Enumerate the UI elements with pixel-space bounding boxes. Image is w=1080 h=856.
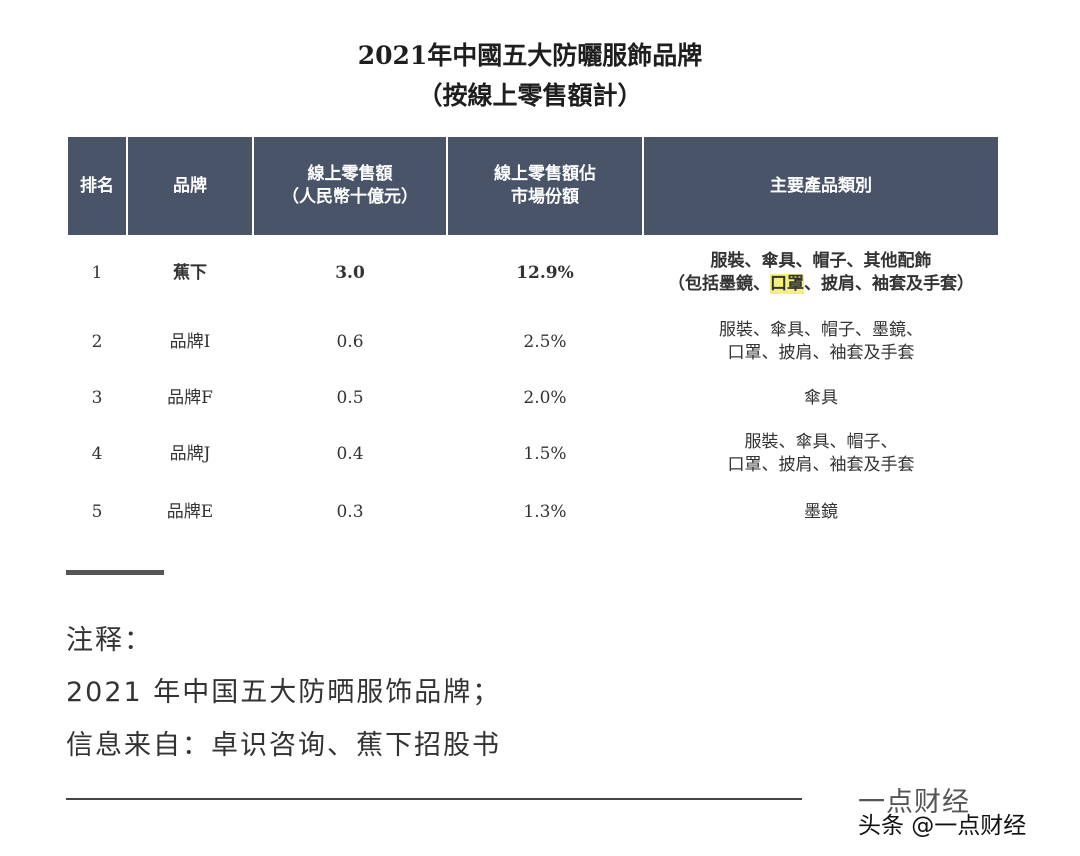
table-header-row: 排名 品牌 線上零售額 （人民幣十億元） 線上零售額佔 市場份額 主要產品類別 — [68, 137, 998, 235]
categories-line: 服裝、傘具、帽子、其他配飾 — [710, 251, 932, 271]
header-rank: 排名 — [68, 137, 126, 235]
categories-post: 、披肩、袖套及手套） — [804, 274, 974, 294]
rank-cell: 2 — [91, 331, 103, 352]
table-subtitle: （按線上零售額計） — [417, 81, 643, 110]
brand-cell: 品牌F — [167, 387, 213, 408]
table-row: 5 品牌E 0.3 1.3% 墨鏡 — [68, 489, 998, 535]
section-divider — [66, 570, 164, 575]
brand-cell: 蕉下 — [173, 262, 207, 283]
rank-cell: 5 — [91, 501, 103, 522]
brand-cell: 品牌J — [169, 443, 211, 464]
categories-cell: 服裝、傘具、帽子、 口罩、披肩、袖套及手套 — [727, 432, 915, 475]
sales-cell: 0.5 — [336, 387, 364, 408]
brand-ranking-table: 排名 品牌 線上零售額 （人民幣十億元） 線上零售額佔 市場份額 主要產品類別 … — [66, 137, 1000, 535]
sales-cell: 3.0 — [335, 262, 365, 283]
rank-cell: 3 — [91, 387, 103, 408]
notes-line: 2021 年中国五大防晒服饰品牌； — [66, 677, 502, 708]
highlighted-mask-text: 口罩 — [770, 274, 804, 294]
notes-source: 信息来自：卓识咨询、蕉下招股书 — [66, 730, 501, 761]
share-cell: 1.3% — [523, 501, 567, 522]
share-cell: 2.5% — [523, 331, 567, 352]
table-title: 2021年中國五大防曬服飾品牌 — [357, 41, 703, 70]
categories-cell: 傘具 — [804, 387, 838, 408]
sales-cell: 0.4 — [336, 443, 364, 464]
table-row: 3 品牌F 0.5 2.0% 傘具 — [68, 377, 998, 419]
categories-cell: 服裝、傘具、帽子、其他配飾 （包括墨鏡、口罩、披肩、袖套及手套） — [644, 235, 998, 307]
categories-cell: 墨鏡 — [804, 501, 838, 522]
footer-divider — [66, 798, 802, 800]
categories-cell: 服裝、傘具、帽子、墨鏡、 口罩、披肩、袖套及手套 — [719, 320, 923, 363]
sales-cell: 0.3 — [336, 501, 364, 522]
rank-cell: 1 — [91, 262, 103, 283]
header-market-share: 線上零售額佔 市場份額 — [448, 137, 642, 235]
categories-pre: （包括墨鏡、 — [668, 274, 770, 294]
sales-cell: 0.6 — [336, 331, 364, 352]
watermark: 头条 @一点财经 — [858, 813, 1027, 839]
share-cell: 12.9% — [516, 262, 574, 283]
rank-cell: 4 — [91, 443, 103, 464]
brand-cell: 品牌I — [169, 331, 211, 352]
watermark-faint: 一点财经 — [858, 787, 970, 818]
share-cell: 1.5% — [523, 443, 567, 464]
header-brand: 品牌 — [128, 137, 252, 235]
notes-heading: 注释： — [66, 625, 153, 656]
table-row: 4 品牌J 0.4 1.5% 服裝、傘具、帽子、 口罩、披肩、袖套及手套 — [68, 419, 998, 489]
header-online-sales: 線上零售額 （人民幣十億元） — [254, 137, 446, 235]
table-row: 1 蕉下 3.0 12.9% 服裝、傘具、帽子、其他配飾 （包括墨鏡、口罩、披肩… — [68, 235, 998, 307]
header-product-categories: 主要產品類別 — [644, 137, 998, 235]
share-cell: 2.0% — [523, 387, 567, 408]
brand-cell: 品牌E — [166, 501, 214, 522]
table-row: 2 品牌I 0.6 2.5% 服裝、傘具、帽子、墨鏡、 口罩、披肩、袖套及手套 — [68, 307, 998, 377]
